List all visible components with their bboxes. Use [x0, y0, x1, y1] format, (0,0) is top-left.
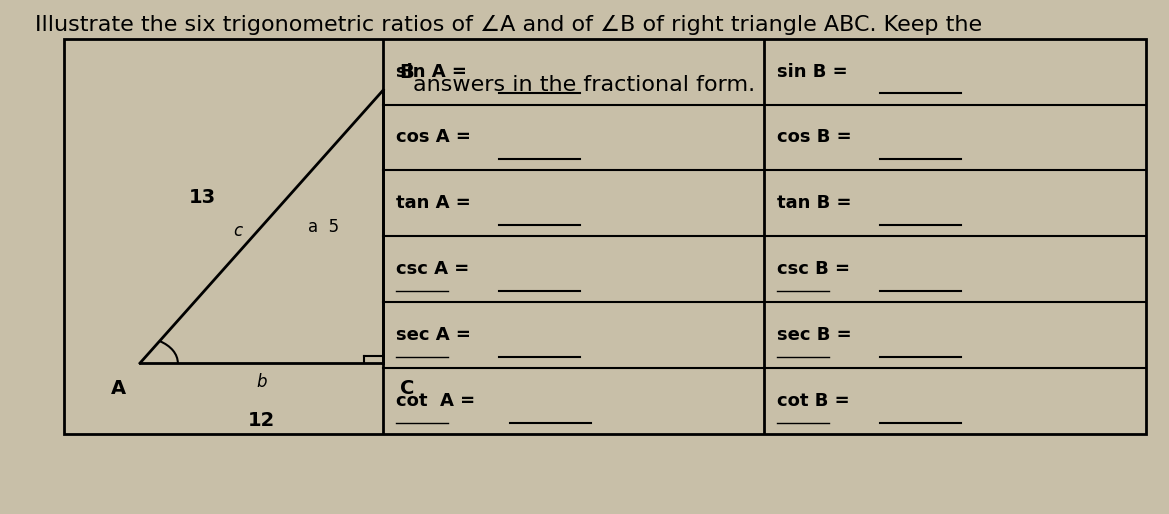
Text: a  5: a 5	[309, 217, 339, 235]
Text: tan B =: tan B =	[777, 194, 852, 212]
Text: 13: 13	[188, 188, 216, 207]
Text: C: C	[400, 379, 414, 398]
Text: A: A	[111, 379, 126, 398]
Text: csc B =: csc B =	[777, 261, 850, 279]
Text: tan A =: tan A =	[396, 194, 471, 212]
Text: sec A =: sec A =	[396, 326, 471, 344]
Text: cot B =: cot B =	[777, 392, 850, 410]
Text: sin A =: sin A =	[396, 63, 468, 81]
Text: B: B	[400, 63, 414, 82]
Text: cos A =: cos A =	[396, 128, 471, 146]
Text: b: b	[256, 373, 267, 391]
Text: cos B =: cos B =	[777, 128, 852, 146]
Text: sin B =: sin B =	[777, 63, 848, 81]
Text: sec B =: sec B =	[777, 326, 852, 344]
Text: 12: 12	[248, 411, 275, 430]
Text: cot  A =: cot A =	[396, 392, 476, 410]
Text: csc A =: csc A =	[396, 261, 470, 279]
Text: Illustrate the six trigonometric ratios of ∠A and of ∠B of right triangle ABC. K: Illustrate the six trigonometric ratios …	[35, 15, 982, 35]
Text: c: c	[234, 223, 242, 241]
Text: answers in the fractional form.: answers in the fractional form.	[414, 75, 755, 95]
